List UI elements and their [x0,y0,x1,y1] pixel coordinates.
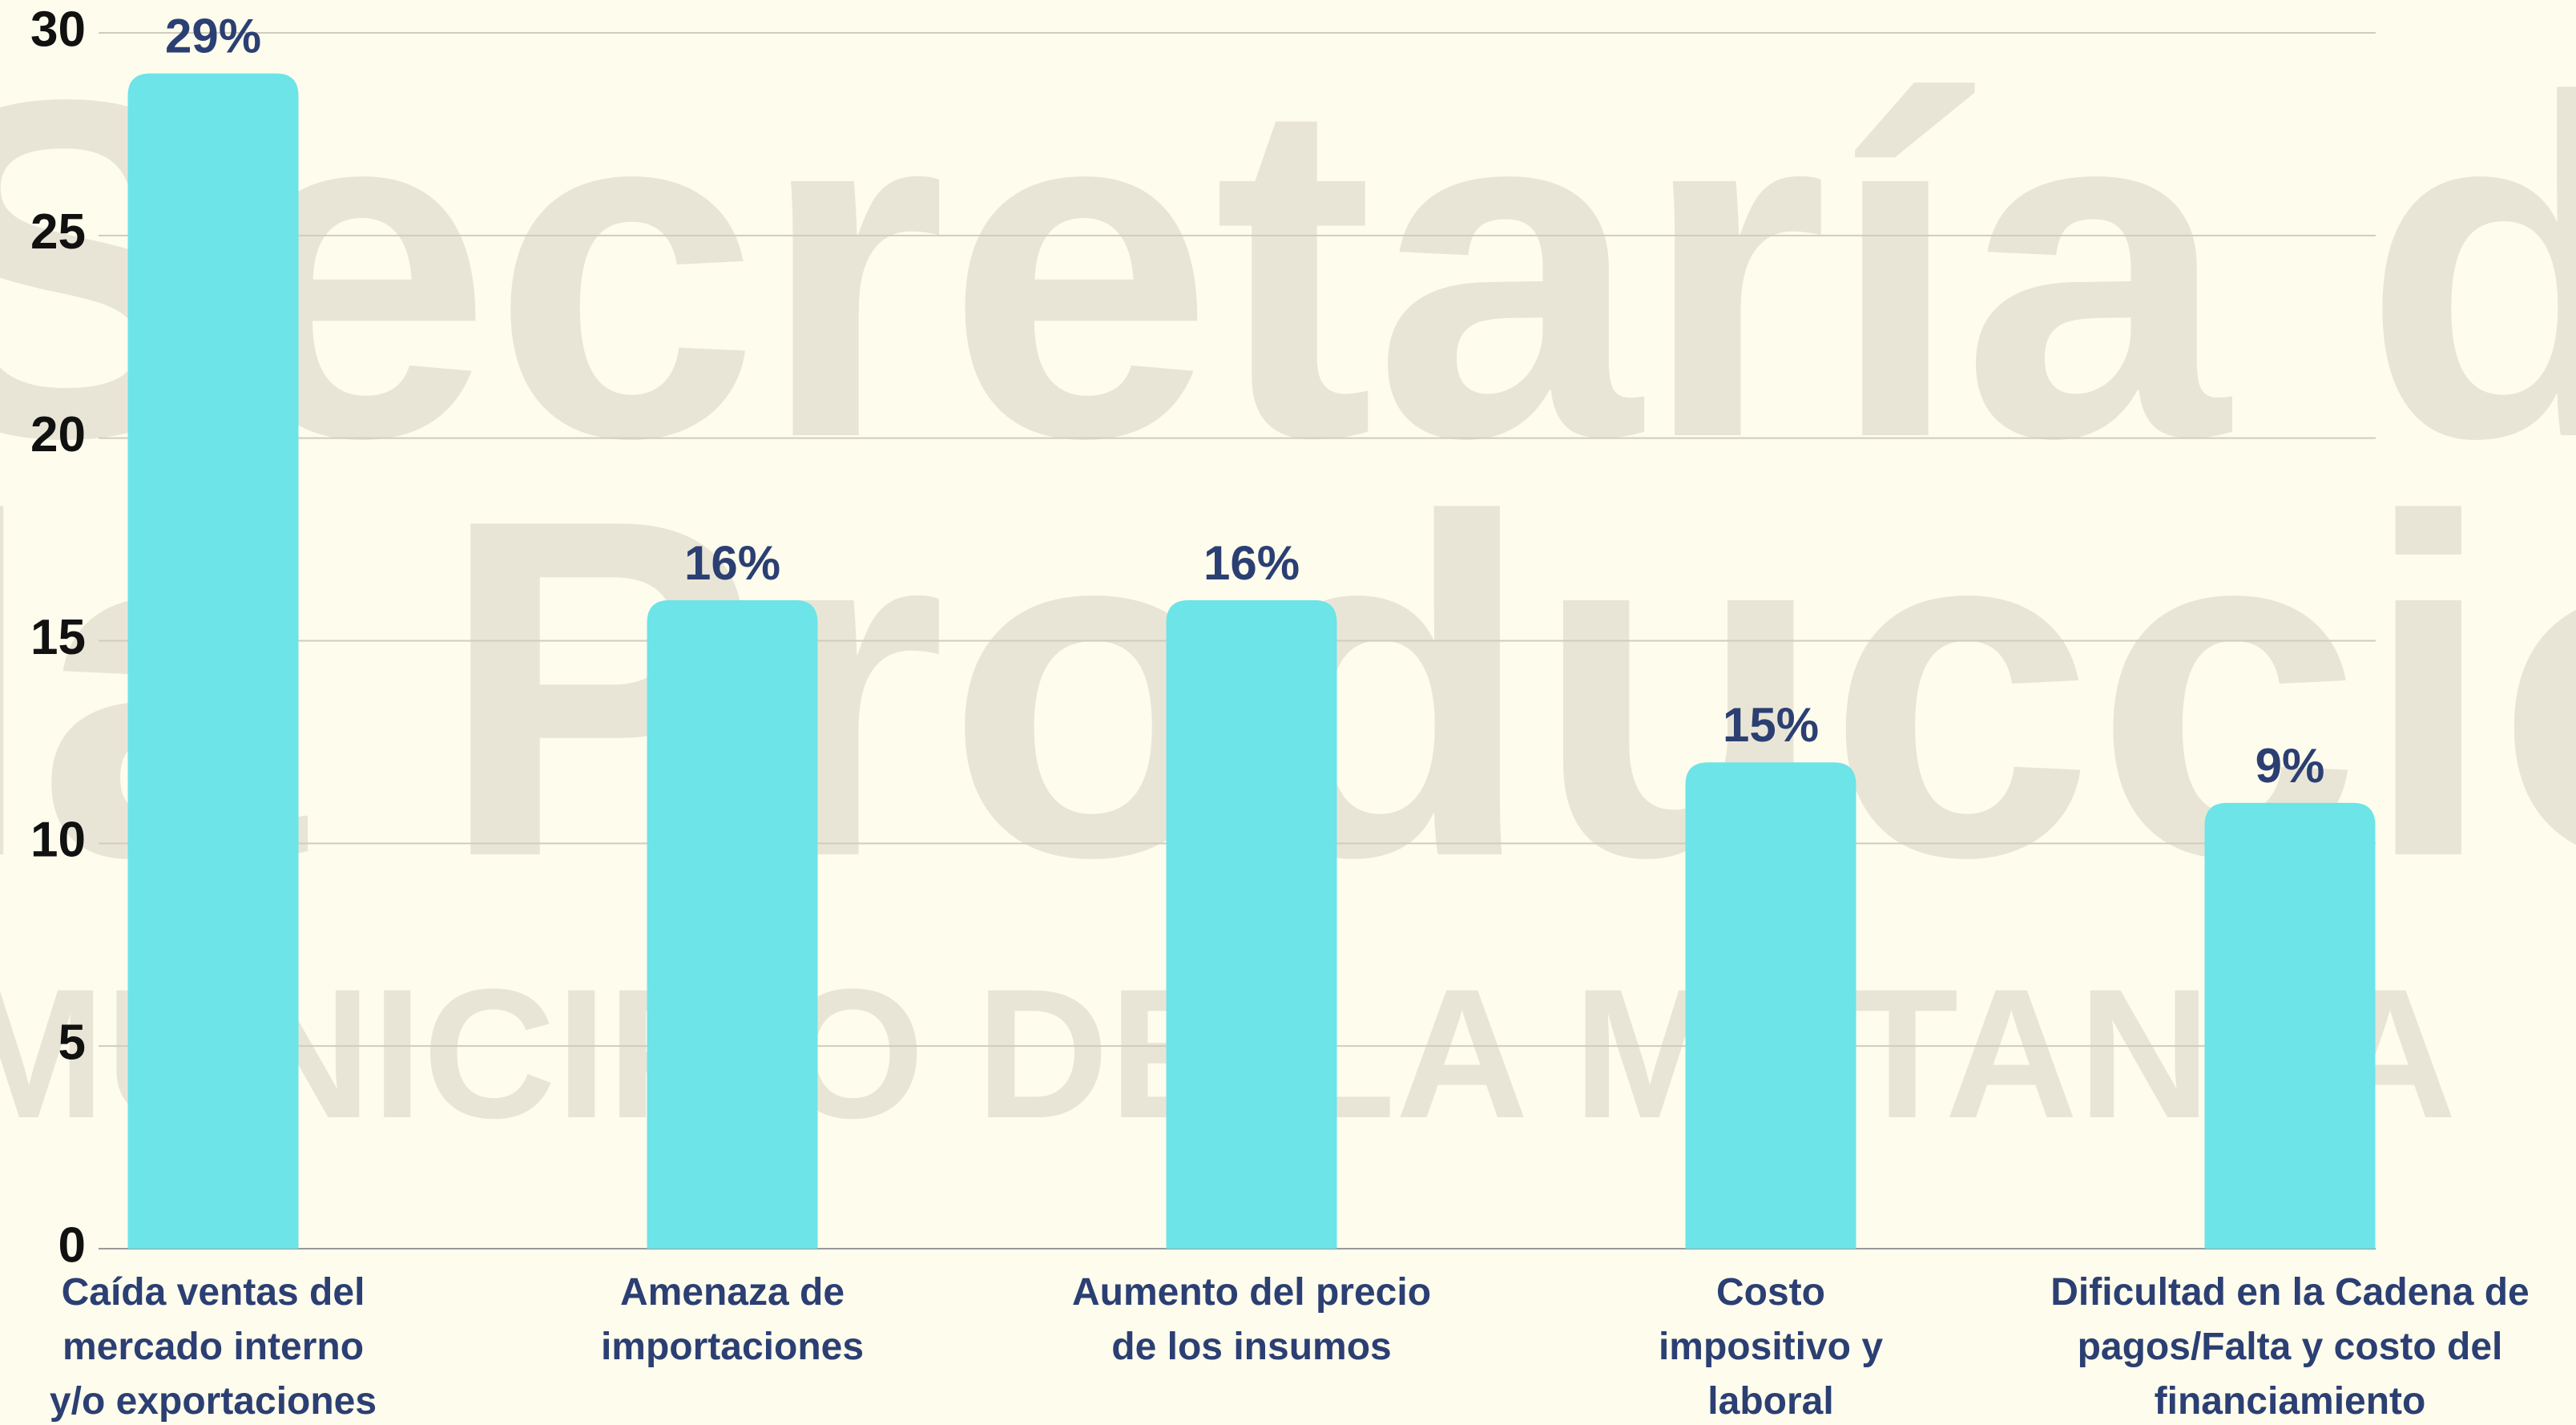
bar-label: 15% [1723,698,1819,752]
bar-label: 9% [2256,739,2325,793]
y-tick-label: 20 [30,407,86,462]
x-tick-label: Amenaza de importaciones [601,1271,864,1368]
watermark: Secretaría de [0,1,2576,538]
bar-label: 16% [684,536,780,590]
bar [647,599,818,1249]
bar [1166,599,1337,1249]
x-tick-label: Caída ventas del mercado interno y/o expor… [50,1271,377,1423]
bar-label: 29% [165,10,261,63]
bar-label: 16% [1203,536,1300,590]
y-tick-label: 15 [30,610,86,665]
y-tick-label: 30 [30,2,86,57]
bar [1685,762,1856,1249]
x-tick-label: Costo impositivo y laboral [1659,1271,1883,1423]
x-tick-label: Aumento del precio de los insumos [1072,1271,1431,1368]
y-tick-label: 25 [30,204,86,260]
y-tick-label: 0 [58,1217,86,1273]
y-tick-label: 5 [58,1015,86,1071]
x-tick-label: Dificultad en la Cadena de pagos/Falta y … [2050,1271,2529,1423]
bar [2204,802,2376,1249]
bar [127,73,299,1249]
y-tick-label: 10 [30,813,86,868]
